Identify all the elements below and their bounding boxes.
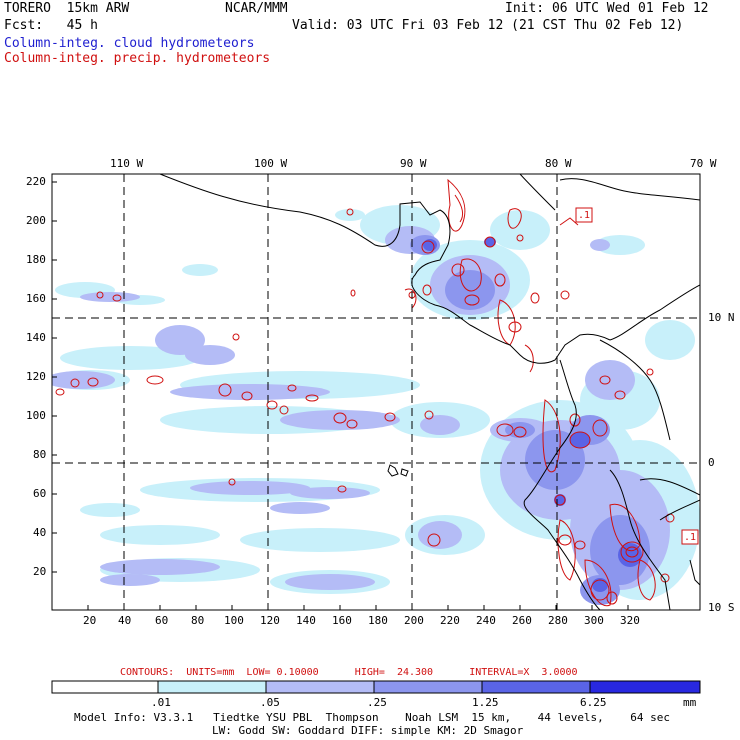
x-tick: 140 [296, 614, 316, 627]
y-tick: 180 [26, 253, 46, 266]
x-tick: 160 [332, 614, 352, 627]
colorbar-bin-3 [373, 680, 483, 694]
colorbar-tick-1: .05 [260, 696, 280, 709]
contour-info: CONTOURS: UNITS=mm LOW= 0.10000 HIGH= 24… [120, 667, 578, 678]
lat-label-0: 0 [708, 456, 715, 469]
colorbar-bin-0 [51, 680, 159, 694]
model-name: TORERO 15km ARW [4, 1, 130, 16]
contour-inline-label-2: .1 [684, 532, 697, 543]
lat-label-10s: 10 S [708, 601, 735, 614]
colorbar-tick-4: 6.25 [580, 696, 607, 709]
lon-label-110w: 110 W [110, 157, 144, 170]
forecast-hour: Fcst: 45 h [4, 18, 98, 33]
hydrometeor-field [52, 174, 700, 610]
colorbar-unit: mm [683, 696, 697, 709]
colorbar-bin-4 [481, 680, 591, 694]
y-tick: 100 [26, 409, 46, 422]
contour-inline-label-1: .1 [578, 210, 591, 221]
contour-labels [575, 207, 699, 545]
lon-label-90w: 90 W [400, 157, 427, 170]
field1-title: Column-integ. cloud hydrometeors [4, 36, 255, 51]
lat-lon-grid [52, 174, 700, 610]
x-tick: 80 [191, 614, 205, 627]
model-physics: LW: Godd SW: Goddard DIFF: simple KM: 2D… [212, 724, 524, 737]
lat-label-10n: 10 N [708, 311, 735, 324]
organization: NCAR/MMM [225, 1, 288, 16]
x-tick: 220 [440, 614, 460, 627]
colorbar-bin-1 [157, 680, 267, 694]
x-tick: 280 [548, 614, 568, 627]
colorbar-tick-3: 1.25 [472, 696, 499, 709]
colorbar-tick-2: .25 [367, 696, 387, 709]
y-tick: 20 [33, 565, 47, 578]
x-tick: 100 [224, 614, 244, 627]
field2-title: Column-integ. precip. hydrometeors [4, 51, 271, 66]
x-tick: 300 [584, 614, 604, 627]
x-tick: 20 [83, 614, 97, 627]
x-tick: 60 [155, 614, 169, 627]
y-tick: 160 [26, 292, 46, 305]
lon-label-100w: 100 W [254, 157, 288, 170]
y-tick: 80 [33, 448, 47, 461]
x-tick: 240 [476, 614, 496, 627]
x-tick: 40 [118, 614, 132, 627]
x-tick: 180 [368, 614, 388, 627]
colorbar-tick-0: .01 [151, 696, 171, 709]
colorbar-bin-5 [589, 680, 701, 694]
colorbar-bin-2 [265, 680, 375, 694]
y-tick: 220 [26, 175, 46, 188]
y-tick: 200 [26, 214, 46, 227]
lon-label-70w: 70 W [690, 157, 717, 170]
colorbar [51, 680, 701, 694]
valid-time: Valid: 03 UTC Fri 03 Feb 12 (21 CST Thu … [292, 18, 684, 33]
model-info: Model Info: V3.3.1 Tiedtke YSU PBL Thomp… [74, 711, 671, 724]
x-tick: 260 [512, 614, 532, 627]
init-time: Init: 06 UTC Wed 01 Feb 12 [505, 1, 709, 16]
x-tick: 200 [404, 614, 424, 627]
x-tick: 120 [260, 614, 280, 627]
lon-label-80w: 80 W [545, 157, 572, 170]
y-tick: 60 [33, 487, 47, 500]
axis-labels [52, 181, 629, 610]
y-tick: 140 [26, 331, 46, 344]
x-tick: 320 [620, 614, 640, 627]
y-tick: 120 [26, 370, 46, 383]
y-tick: 40 [33, 526, 47, 539]
